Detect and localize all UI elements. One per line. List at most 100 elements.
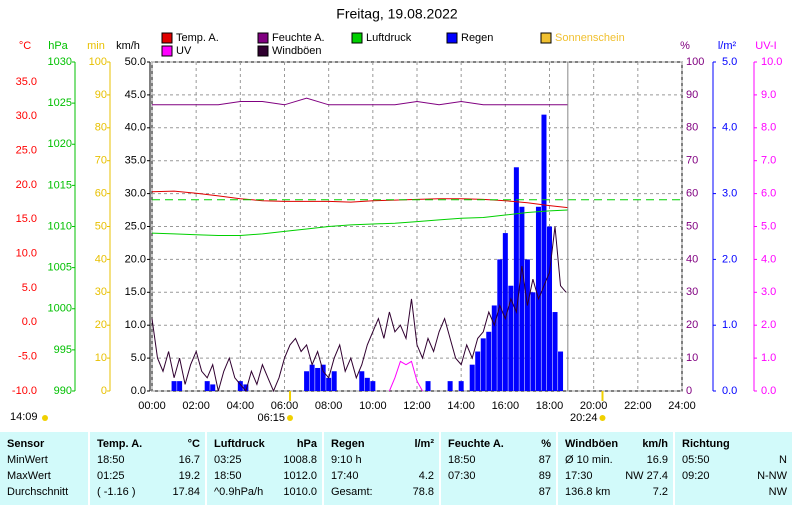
rain-bar xyxy=(204,381,210,391)
table-column: Richtung 05:50 N 09:20 N-NW NW xyxy=(675,432,792,505)
y-tick-label: 25.0 xyxy=(125,220,146,232)
legend-swatch xyxy=(257,45,269,57)
table-column: Temp. A. °C 18:50 16.7 01:25 19.2 ( -1.16 ) 17.… xyxy=(90,432,205,505)
rain-bar xyxy=(320,364,326,391)
chart: Freitag, 19.08.2022 14:09 00:00 02:00 04:0… xyxy=(10,6,782,424)
rain-bar xyxy=(558,351,564,391)
rain-bar xyxy=(315,367,321,391)
legend-swatch xyxy=(257,32,269,44)
table-row: 01:25 19.2 xyxy=(97,468,200,484)
series-line xyxy=(151,209,568,236)
y-tick-label: 10 xyxy=(95,352,107,364)
table-column: Windböen km/h Ø 10 min. 16.9 17:30 NW 27.4 136… xyxy=(558,432,673,505)
table-row: Richtung xyxy=(682,436,787,452)
sun-label: 20:24 xyxy=(570,412,598,424)
table-cell: Windböen xyxy=(565,438,619,450)
table-cell: N-NW xyxy=(757,470,787,482)
table-row: Sensor xyxy=(7,436,83,452)
table-cell: Temp. A. xyxy=(97,438,143,450)
table-cell: 05:50 xyxy=(682,454,710,466)
table-cell: 78.8 xyxy=(412,486,434,498)
rain-bar xyxy=(547,226,552,391)
table-cell: Durchschnitt xyxy=(7,486,69,498)
rain-bar xyxy=(331,371,337,391)
table-cell: 1008.8 xyxy=(283,454,317,466)
rain-bar xyxy=(425,381,431,391)
table-cell: 17:40 xyxy=(331,470,359,482)
axis-title: km/h xyxy=(116,40,140,52)
rain-bar xyxy=(210,384,216,391)
table-cell: 1010.0 xyxy=(283,486,317,498)
y-tick-label: 10.0 xyxy=(16,248,37,260)
table-cell: l/m² xyxy=(414,438,434,450)
y-tick-label: 2.0 xyxy=(722,253,737,265)
x-tick-label: 20:00 xyxy=(580,400,608,412)
rain-bar xyxy=(304,371,310,391)
y-tick-label: 35.0 xyxy=(125,155,146,167)
y-tick-label: 20 xyxy=(95,319,107,331)
y-tick-label: 100 xyxy=(89,56,107,68)
y-tick-label: 995 xyxy=(54,344,72,356)
table-row: Gesamt: 78.8 xyxy=(331,484,434,500)
table-cell: ( -1.16 ) xyxy=(97,486,136,498)
y-tick-label: 4.0 xyxy=(722,122,737,134)
legend-swatch xyxy=(351,32,363,44)
y-tick-label: 40 xyxy=(686,253,698,265)
table-row: 07:30 89 xyxy=(448,468,551,484)
table-row: 17:40 4.2 xyxy=(331,468,434,484)
y-tick-label: 60 xyxy=(95,188,107,200)
y-tick-label: 80 xyxy=(686,122,698,134)
table-row: MinWert xyxy=(7,452,83,468)
legend-label: Regen xyxy=(461,32,493,44)
table-cell: Richtung xyxy=(682,438,730,450)
table-row: Durchschnitt xyxy=(7,484,83,500)
y-tick-label: 20.0 xyxy=(16,179,37,191)
axis-title: hPa xyxy=(48,40,68,52)
legend-swatch xyxy=(540,32,552,44)
y-tick-label: 1.0 xyxy=(722,319,737,331)
y-tick-label: 40 xyxy=(95,253,107,265)
rain-bar xyxy=(326,377,332,391)
table-cell: Feuchte A. xyxy=(448,438,504,450)
table-row: 17:30 NW 27.4 xyxy=(565,468,668,484)
y-tick-label: 60 xyxy=(686,188,698,200)
x-tick-label: 24:00 xyxy=(668,400,696,412)
table-cell: 16.9 xyxy=(646,454,668,466)
y-tick-label: 1005 xyxy=(48,262,72,274)
x-tick-label: 12:00 xyxy=(403,400,431,412)
table-cell: 18:50 xyxy=(214,470,242,482)
table-row: NW xyxy=(682,484,787,500)
table-row: 18:50 87 xyxy=(448,452,551,468)
y-tick-label: 1015 xyxy=(48,179,72,191)
axis-title: °C xyxy=(19,40,31,52)
y-tick-label: 35.0 xyxy=(16,76,37,88)
y-tick-label: 0.0 xyxy=(22,316,37,328)
table-cell: 87 xyxy=(538,454,551,466)
y-tick-label: 1020 xyxy=(48,138,72,150)
table-row: ( -1.16 ) 17.84 xyxy=(97,484,200,500)
rain-bar xyxy=(359,371,365,391)
table-column: Sensor MinWert MaxWert Durchschnitt xyxy=(0,432,88,505)
table-row: MaxWert xyxy=(7,468,83,484)
table-cell: 87 xyxy=(538,486,551,498)
y-tick-label: 50 xyxy=(95,220,107,232)
table-cell: °C xyxy=(187,438,200,450)
table-cell: Gesamt: xyxy=(331,486,373,498)
y-tick-label: 15.0 xyxy=(16,213,37,225)
table-cell: Regen xyxy=(331,438,365,450)
table-cell: MinWert xyxy=(7,454,48,466)
rain-bar xyxy=(491,305,497,391)
y-tick-label: 10 xyxy=(686,352,698,364)
y-tick-label: 1.0 xyxy=(761,352,776,364)
y-tick-label: 3.0 xyxy=(761,286,776,298)
y-tick-label: 30 xyxy=(686,286,698,298)
table-cell: NW xyxy=(768,486,787,498)
table-cell: 89 xyxy=(538,470,551,482)
rain-bar xyxy=(243,384,249,391)
table-cell: 07:30 xyxy=(448,470,476,482)
table-row: 87 xyxy=(448,484,551,500)
y-tick-label: 1030 xyxy=(48,56,72,68)
y-tick-label: 0 xyxy=(686,385,692,397)
rain-bar xyxy=(171,381,177,391)
y-tick-label: 10.0 xyxy=(125,319,146,331)
